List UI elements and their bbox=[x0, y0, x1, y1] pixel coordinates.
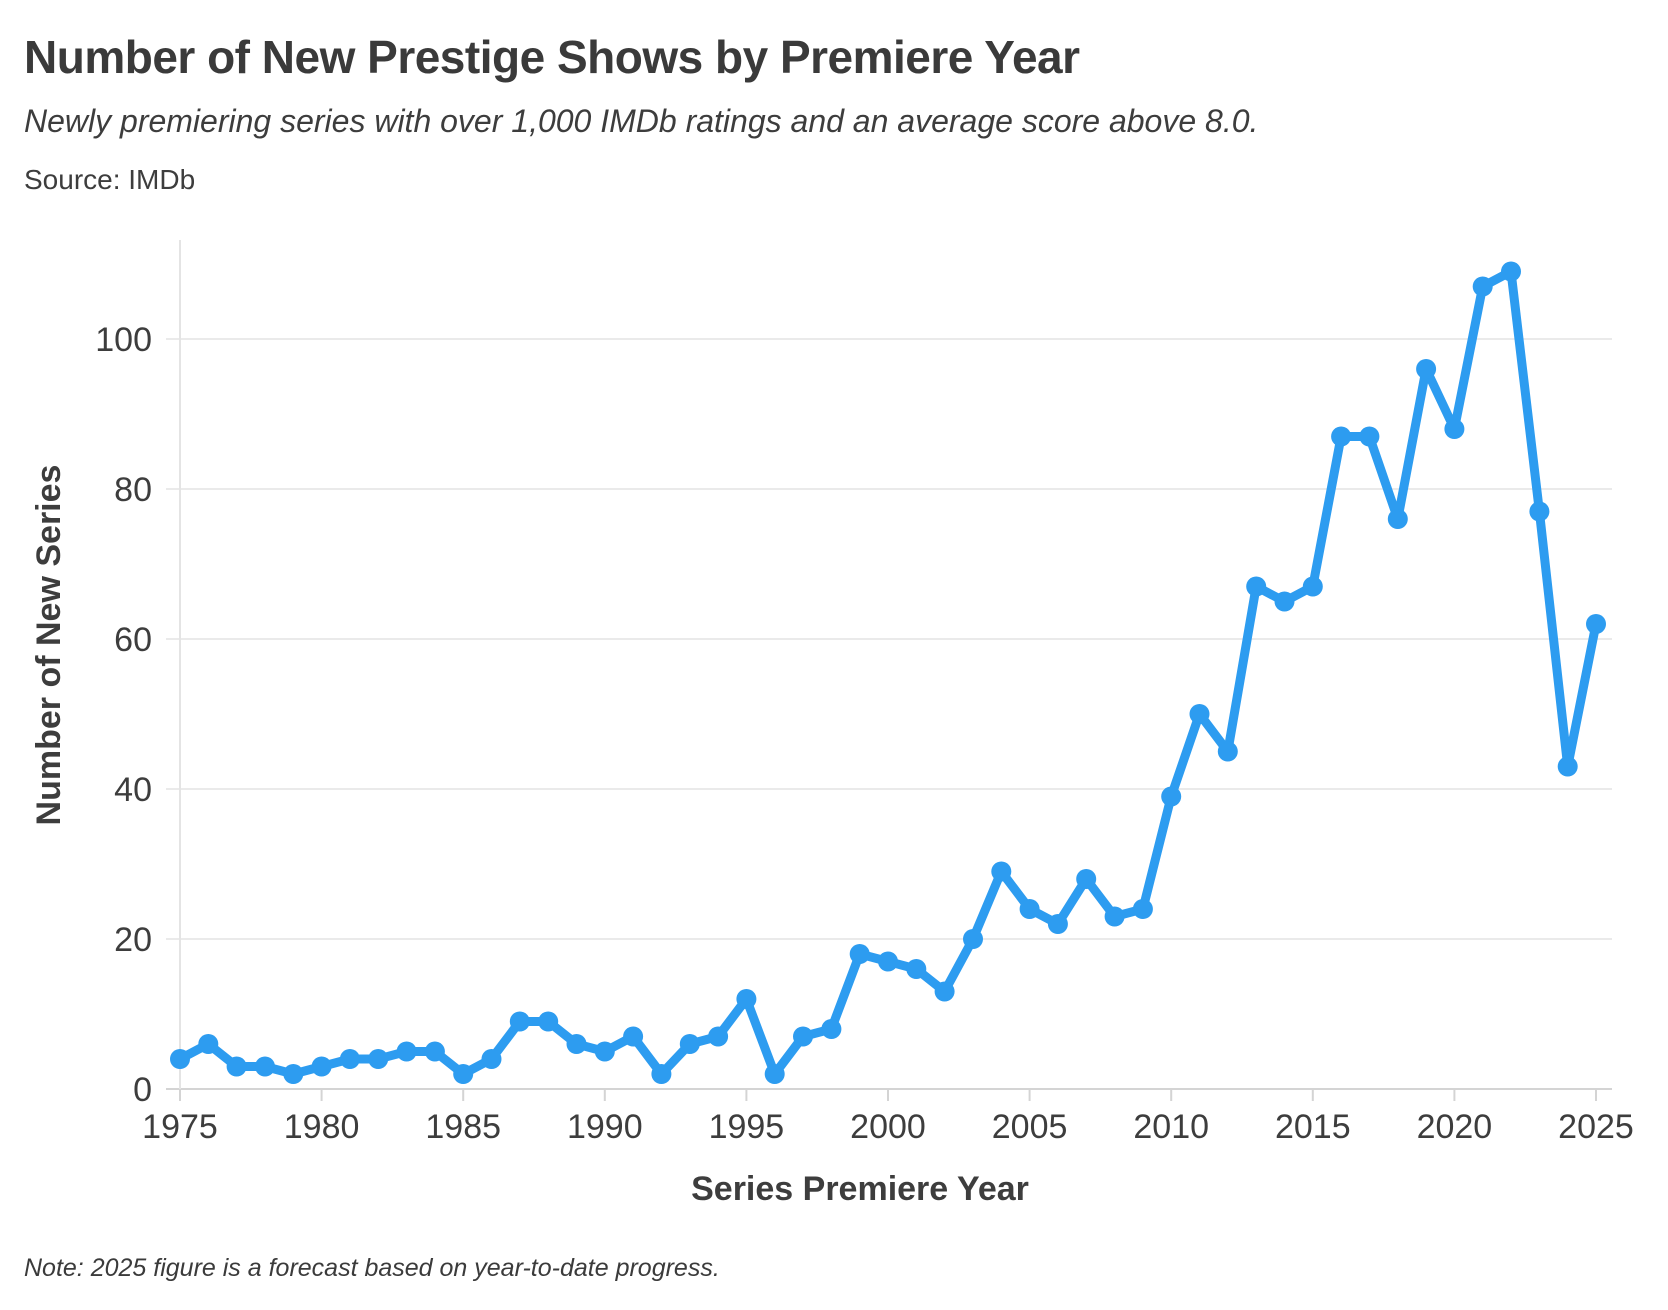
data-point-1981 bbox=[339, 1049, 360, 1069]
data-point-2016 bbox=[1331, 426, 1352, 447]
data-point-2017 bbox=[1359, 426, 1380, 447]
x-tick-label-2005: 2005 bbox=[992, 1108, 1068, 1146]
data-point-1994 bbox=[708, 1026, 729, 1047]
data-point-1990 bbox=[594, 1041, 615, 1062]
data-point-2012 bbox=[1217, 741, 1238, 762]
x-tick-label-2010: 2010 bbox=[1133, 1108, 1209, 1146]
data-point-2008 bbox=[1104, 906, 1125, 927]
data-point-2009 bbox=[1132, 899, 1153, 919]
data-point-2021 bbox=[1472, 276, 1493, 297]
data-point-1995 bbox=[736, 989, 757, 1009]
y-tick-label-40: 40 bbox=[114, 771, 152, 809]
data-point-1983 bbox=[396, 1041, 417, 1062]
x-tick-label-2020: 2020 bbox=[1417, 1108, 1493, 1146]
y-tick-label-20: 20 bbox=[114, 921, 152, 959]
y-tick-label-100: 100 bbox=[95, 321, 152, 359]
y-tick-label-0: 0 bbox=[133, 1071, 152, 1109]
data-point-1992 bbox=[651, 1064, 672, 1084]
data-point-2013 bbox=[1246, 576, 1267, 597]
data-point-2020 bbox=[1444, 419, 1465, 439]
data-point-2022 bbox=[1501, 261, 1521, 282]
data-point-1996 bbox=[764, 1064, 785, 1084]
data-point-1980 bbox=[311, 1056, 332, 1077]
data-point-1997 bbox=[793, 1026, 813, 1047]
source-label: Source: IMDb bbox=[24, 164, 196, 195]
y-tick-label-60: 60 bbox=[114, 621, 152, 659]
data-point-2018 bbox=[1387, 509, 1408, 529]
data-point-2006 bbox=[1047, 914, 1068, 934]
x-tick-label-2025: 2025 bbox=[1558, 1108, 1634, 1146]
data-point-2000 bbox=[878, 951, 898, 972]
data-point-2010 bbox=[1161, 786, 1182, 807]
x-tick-label-2000: 2000 bbox=[850, 1108, 926, 1146]
data-point-2025 bbox=[1586, 614, 1606, 634]
data-point-1975 bbox=[170, 1049, 190, 1069]
data-point-2014 bbox=[1274, 591, 1295, 612]
x-tick-label-1975: 1975 bbox=[142, 1108, 218, 1146]
data-point-1986 bbox=[481, 1049, 502, 1069]
chart-title: Number of New Prestige Shows by Premiere… bbox=[24, 31, 1080, 83]
data-point-2023 bbox=[1529, 501, 1550, 522]
data-point-1977 bbox=[226, 1056, 247, 1077]
data-point-2015 bbox=[1302, 576, 1323, 597]
data-point-2011 bbox=[1189, 704, 1210, 724]
data-point-1999 bbox=[849, 944, 870, 964]
data-point-1993 bbox=[679, 1034, 700, 1054]
chart-subtitle: Newly premiering series with over 1,000 … bbox=[24, 103, 1259, 139]
x-axis-title: Series Premiere Year bbox=[691, 1170, 1029, 1208]
x-tick-label-1980: 1980 bbox=[284, 1108, 360, 1146]
data-point-2001 bbox=[906, 959, 927, 979]
data-point-2004 bbox=[991, 861, 1012, 882]
data-point-1988 bbox=[538, 1011, 559, 1032]
x-tick-label-2015: 2015 bbox=[1275, 1108, 1351, 1146]
data-point-2005 bbox=[1019, 899, 1040, 919]
data-point-2019 bbox=[1416, 359, 1437, 379]
y-tick-label-80: 80 bbox=[114, 471, 152, 509]
data-point-1979 bbox=[283, 1064, 304, 1084]
data-point-2002 bbox=[934, 981, 955, 1002]
data-point-2003 bbox=[963, 929, 983, 949]
data-point-1998 bbox=[821, 1019, 842, 1039]
x-tick-label-1985: 1985 bbox=[425, 1108, 501, 1146]
data-point-1984 bbox=[424, 1041, 445, 1062]
data-point-1985 bbox=[453, 1064, 474, 1084]
x-tick-label-1995: 1995 bbox=[709, 1108, 785, 1146]
data-point-1991 bbox=[623, 1026, 644, 1047]
y-axis-title: Number of New Series bbox=[30, 465, 68, 826]
data-point-2007 bbox=[1076, 869, 1097, 889]
data-point-1976 bbox=[198, 1034, 219, 1054]
data-point-1989 bbox=[566, 1034, 587, 1054]
data-point-2024 bbox=[1557, 756, 1578, 777]
footnote: Note: 2025 figure is a forecast based on… bbox=[24, 1254, 720, 1282]
data-point-1987 bbox=[509, 1011, 530, 1032]
x-tick-label-1990: 1990 bbox=[567, 1108, 643, 1146]
data-point-1978 bbox=[255, 1056, 275, 1077]
data-point-1982 bbox=[368, 1049, 389, 1069]
